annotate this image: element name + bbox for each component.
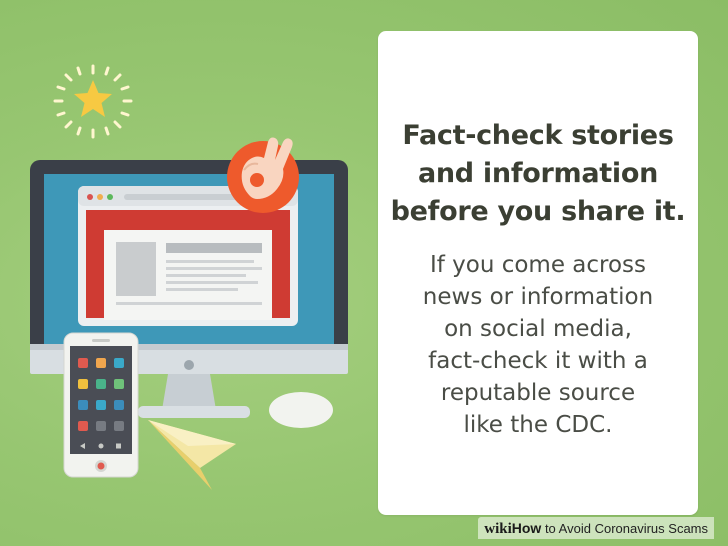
info-card: Fact-check stories and information befor… [378,31,698,515]
mouse-icon [269,392,333,428]
phone [63,332,139,478]
ok-hand-icon [227,137,299,213]
watermark-title: to Avoid Coronavirus Scams [541,521,708,536]
star-icon [53,64,133,139]
monitor [30,160,348,418]
watermark-how: How [511,520,542,536]
app-icons [78,358,124,431]
illustration [30,64,348,490]
watermark-brand: wiki [484,521,512,537]
paper-plane-icon [148,420,236,490]
watermark: wikiHow to Avoid Coronavirus Scams [478,517,714,539]
card-body: If you come across news or information o… [422,252,654,438]
card-title: Fact-check stories and information befor… [390,120,686,227]
